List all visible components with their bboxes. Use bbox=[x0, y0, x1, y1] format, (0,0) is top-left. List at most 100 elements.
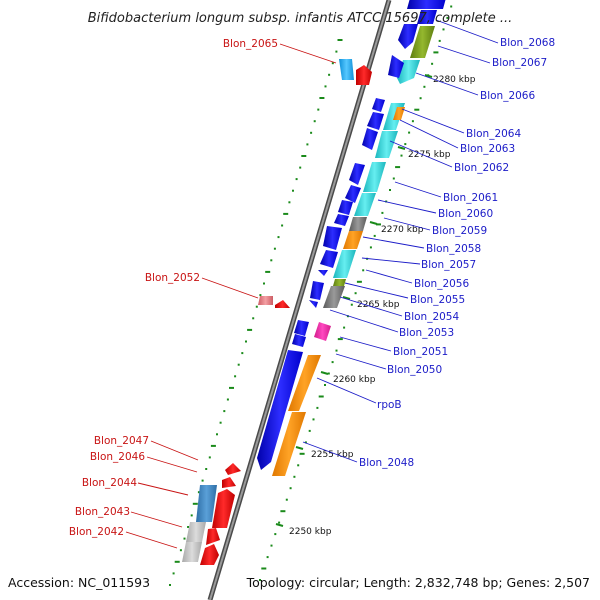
gene-label[interactable]: Blon_2051 bbox=[393, 346, 448, 358]
gene-label[interactable]: Blon_2044 bbox=[82, 477, 137, 489]
guide-dot bbox=[192, 502, 198, 505]
gene-label[interactable]: Blon_2066 bbox=[480, 90, 535, 102]
gene-label[interactable]: Blon_2047 bbox=[94, 435, 149, 447]
gene-label[interactable]: Blon_2060 bbox=[438, 208, 493, 220]
guide-dot bbox=[229, 386, 234, 389]
gene-label[interactable]: Blon_2061 bbox=[443, 192, 498, 204]
guide-dot bbox=[289, 487, 292, 490]
guide-dot bbox=[350, 303, 353, 306]
scale-label-2265: 2265 kbp bbox=[357, 300, 400, 310]
gene-arrow bbox=[257, 350, 303, 470]
guide-dot bbox=[270, 259, 273, 262]
gene-arrow bbox=[309, 300, 318, 308]
gene-label[interactable]: rpoB bbox=[377, 399, 402, 411]
guide-dot bbox=[337, 39, 343, 41]
gene-block bbox=[196, 485, 217, 522]
gene-block bbox=[182, 542, 202, 562]
gene-label[interactable]: Blon_2064 bbox=[466, 128, 521, 140]
guide-tracks bbox=[169, 5, 453, 586]
guide-dot bbox=[245, 340, 247, 343]
forward-strand-genes bbox=[257, 0, 446, 476]
gene-label[interactable]: Blon_2057 bbox=[421, 259, 476, 271]
guide-dot bbox=[280, 510, 286, 513]
guide-dot bbox=[331, 62, 334, 65]
gene-arrow bbox=[310, 281, 324, 300]
gene-arrow bbox=[292, 334, 306, 347]
guide-dot bbox=[205, 468, 208, 470]
guide-dot bbox=[297, 464, 300, 467]
gene-arrow bbox=[398, 24, 418, 49]
guide-dot bbox=[318, 395, 324, 398]
reverse-leader-lines bbox=[125, 43, 337, 549]
gene-label[interactable]: Blon_2042 bbox=[69, 526, 124, 538]
gene-label[interactable]: Blon_2067 bbox=[492, 57, 547, 69]
outer-guide-track bbox=[259, 5, 453, 581]
guide-dot bbox=[442, 28, 445, 31]
guide-dot bbox=[169, 584, 171, 586]
gene-label[interactable]: Blon_2054 bbox=[404, 311, 459, 323]
gene-block bbox=[410, 26, 435, 58]
guide-dot bbox=[354, 292, 357, 295]
gene-label[interactable]: Blon_2056 bbox=[414, 278, 469, 290]
guide-dot bbox=[317, 108, 320, 111]
gene-arrow bbox=[275, 300, 290, 308]
guide-dot bbox=[288, 201, 291, 204]
guide-dot bbox=[263, 282, 265, 285]
guide-dot bbox=[273, 247, 276, 250]
guide-dot bbox=[219, 421, 222, 424]
guide-dot bbox=[259, 579, 261, 581]
guide-dot bbox=[201, 479, 204, 482]
gene-block bbox=[288, 355, 321, 411]
guide-dot bbox=[319, 97, 325, 99]
gene-arrow bbox=[318, 270, 328, 276]
gene-label[interactable]: Blon_2046 bbox=[90, 451, 145, 463]
gene-arrow bbox=[334, 214, 349, 226]
gene-arrow bbox=[323, 226, 342, 250]
scale-label-2275: 2275 kbp bbox=[408, 150, 451, 160]
gene-label[interactable]: Blon_2053 bbox=[399, 327, 454, 339]
guide-dot bbox=[419, 97, 422, 100]
guide-dot bbox=[337, 338, 343, 341]
gene-label[interactable]: Blon_2050 bbox=[387, 364, 442, 376]
gene-label[interactable]: Blon_2048 bbox=[359, 457, 414, 469]
gene-arrow bbox=[225, 463, 241, 475]
gene-label[interactable]: Blon_2043 bbox=[75, 506, 130, 518]
guide-dot bbox=[255, 305, 258, 308]
guide-dot bbox=[400, 154, 403, 157]
gene-label[interactable]: Blon_2065 bbox=[223, 38, 278, 50]
gene-label[interactable]: Blon_2059 bbox=[432, 225, 487, 237]
guide-dot bbox=[172, 572, 175, 575]
backbone bbox=[207, 0, 392, 600]
gene-block bbox=[339, 59, 354, 80]
reverse-gene-labels: Blon_2065 Blon_2052 Blon_2047 Blon_2046 … bbox=[69, 38, 278, 538]
guide-dot bbox=[281, 224, 284, 227]
gene-label[interactable]: Blon_2052 bbox=[145, 272, 200, 284]
guide-dot bbox=[433, 51, 439, 54]
guide-dot bbox=[343, 326, 346, 329]
scale-label-2260: 2260 kbp bbox=[333, 375, 376, 385]
guide-dot bbox=[292, 189, 294, 192]
gene-label[interactable]: Blon_2062 bbox=[454, 162, 509, 174]
guide-dot bbox=[187, 526, 190, 528]
gene-label[interactable]: Blon_2068 bbox=[500, 37, 555, 49]
guide-dot bbox=[408, 131, 411, 134]
gene-arrow bbox=[294, 320, 309, 336]
guide-dot bbox=[226, 398, 229, 401]
guide-dot bbox=[313, 120, 316, 123]
gene-label[interactable]: Blon_2058 bbox=[426, 243, 481, 255]
guide-dot bbox=[299, 166, 302, 169]
guide-dot bbox=[306, 143, 309, 146]
guide-dot bbox=[241, 352, 244, 355]
gene-arrow bbox=[200, 544, 219, 565]
gene-block bbox=[343, 231, 363, 249]
guide-dot bbox=[411, 120, 414, 123]
gene-arrow bbox=[367, 112, 384, 130]
guide-dot bbox=[308, 429, 311, 432]
gene-label[interactable]: Blon_2063 bbox=[460, 143, 515, 155]
gene-label[interactable]: Blon_2055 bbox=[410, 294, 465, 306]
guide-dot bbox=[293, 475, 296, 478]
gene-block bbox=[314, 322, 331, 341]
guide-dot bbox=[259, 294, 262, 297]
guide-dot bbox=[395, 166, 401, 169]
guide-dot bbox=[179, 549, 182, 552]
